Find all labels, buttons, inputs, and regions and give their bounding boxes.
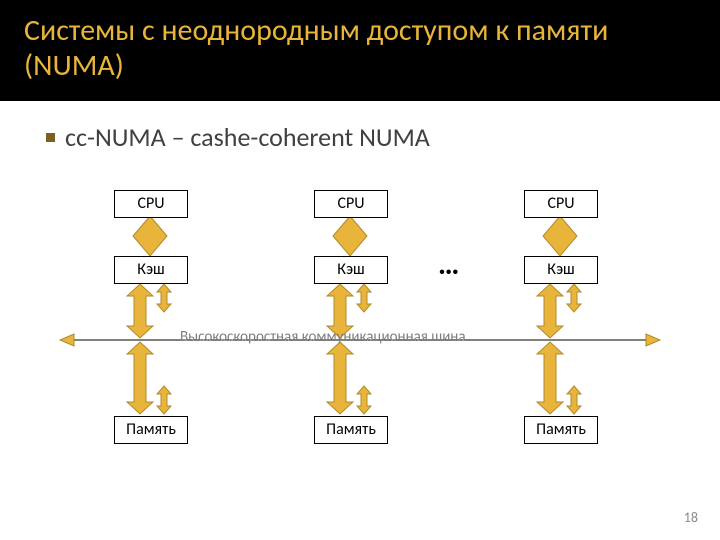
- title-band: Системы с неоднородным доступом к памяти…: [0, 0, 720, 101]
- cache-box: Кэш: [524, 256, 598, 284]
- memory-box: Память: [314, 416, 388, 444]
- bullet-row: cc-NUMA – cashe-coherent NUMA: [0, 101, 720, 153]
- cpu-box: CPU: [524, 190, 598, 218]
- cache-box: Кэш: [314, 256, 388, 284]
- bullet-text: cc-NUMA – cashe-coherent NUMA: [65, 121, 430, 153]
- cache-box: Кэш: [114, 256, 188, 284]
- slide: Системы с неоднородным доступом к памяти…: [0, 0, 720, 540]
- cpu-box: CPU: [114, 190, 188, 218]
- numa-diagram: CPU Кэш Память CPU Кэш Память CPU Кэш Па…: [0, 180, 720, 480]
- bus-label: Высокоскоростная коммуникационная шина: [180, 328, 466, 346]
- memory-box: Память: [524, 416, 598, 444]
- ellipsis: …: [438, 246, 459, 283]
- memory-box: Память: [114, 416, 188, 444]
- page-number: 18: [684, 509, 698, 526]
- cpu-box: CPU: [314, 190, 388, 218]
- bullet-icon: [46, 133, 55, 142]
- slide-title: Системы с неоднородным доступом к памяти…: [24, 14, 696, 83]
